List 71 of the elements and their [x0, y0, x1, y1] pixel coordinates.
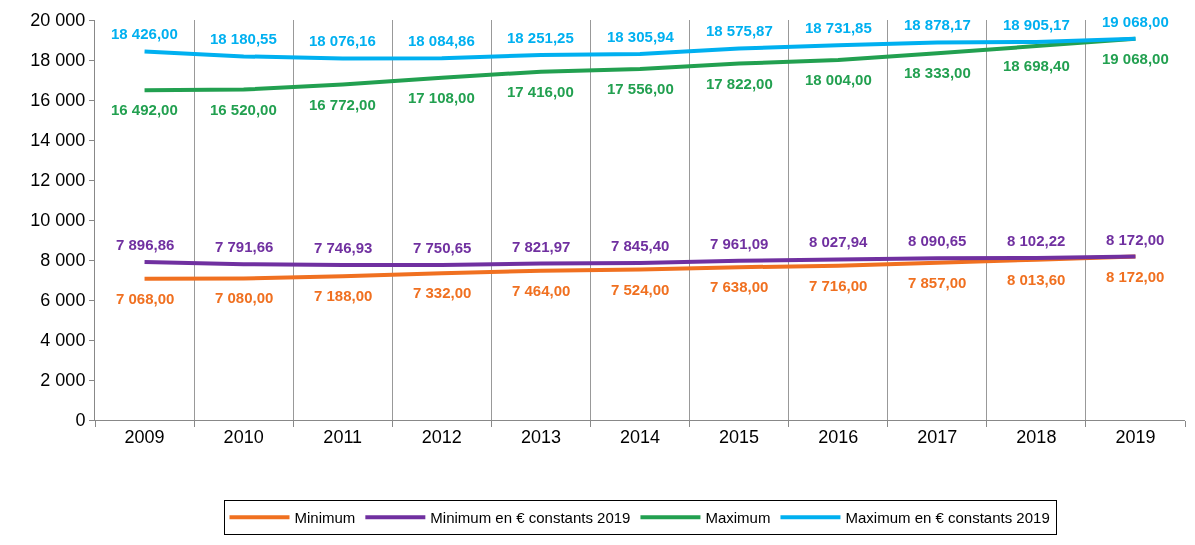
data-label: 8 172,00	[1106, 268, 1165, 285]
data-label: 7 746,93	[314, 239, 373, 256]
data-label: 7 896,86	[116, 236, 175, 253]
y-tick-label: 6 000	[40, 290, 86, 311]
data-label: 7 080,00	[215, 289, 274, 306]
y-tick-label: 20 000	[30, 10, 86, 31]
data-label: 8 013,60	[1007, 271, 1066, 288]
data-label: 7 464,00	[512, 282, 571, 299]
data-label: 7 188,00	[314, 287, 373, 304]
data-label: 18 731,85	[805, 19, 872, 36]
data-label: 8 027,94	[809, 233, 869, 250]
x-tick-label: 2010	[223, 426, 264, 447]
y-tick-label: 10 000	[30, 210, 86, 231]
data-label: 17 822,00	[706, 75, 773, 92]
data-label: 18 076,16	[309, 32, 376, 49]
legend-label: Maximum en € constants 2019	[845, 509, 1050, 527]
data-label: 8 102,22	[1007, 232, 1066, 249]
data-label: 7 638,00	[710, 278, 769, 295]
data-label: 19 068,00	[1102, 50, 1169, 67]
y-tick-label: 2 000	[40, 370, 86, 391]
y-tick-label: 12 000	[30, 170, 86, 191]
data-label: 7 845,40	[611, 237, 670, 254]
data-label: 7 857,00	[908, 274, 967, 291]
y-tick-label: 0	[75, 410, 86, 431]
data-label: 17 108,00	[408, 89, 475, 106]
data-label: 7 791,66	[215, 238, 274, 255]
data-label: 7 716,00	[809, 277, 868, 294]
data-label: 8 090,65	[908, 232, 967, 249]
line-series	[142, 254, 1138, 268]
data-label: 16 492,00	[111, 101, 178, 118]
x-tick-label: 2009	[124, 426, 165, 447]
x-tick-label: 2015	[719, 426, 760, 447]
x-tick-label: 2014	[619, 426, 661, 447]
data-label: 7 821,97	[512, 238, 571, 255]
legend-label: Minimum en € constants 2019	[430, 509, 631, 527]
x-tick-label: 2017	[917, 426, 958, 447]
x-tick-label: 2016	[818, 426, 859, 447]
data-label: 18 905,17	[1003, 16, 1070, 33]
data-label: 18 305,94	[607, 28, 675, 45]
data-label: 7 068,00	[116, 290, 175, 307]
data-label: 18 251,25	[507, 29, 574, 46]
y-tick-label: 14 000	[30, 130, 86, 151]
data-label: 18 333,00	[904, 64, 971, 81]
data-label: 7 332,00	[413, 284, 472, 301]
data-label: 8 172,00	[1106, 231, 1165, 248]
y-tick-label: 18 000	[30, 50, 86, 71]
data-label: 7 524,00	[611, 281, 670, 298]
x-tick-label: 2012	[421, 426, 462, 447]
data-label: 17 556,00	[607, 80, 674, 97]
data-label: 18 180,55	[210, 30, 277, 47]
data-label: 18 426,00	[111, 25, 178, 42]
y-tick-label: 8 000	[40, 250, 86, 271]
x-tick-label: 2018	[1016, 426, 1057, 447]
data-label: 7 750,65	[413, 239, 472, 256]
data-label: 16 520,00	[210, 101, 277, 118]
y-tick-label: 16 000	[30, 90, 86, 111]
data-label: 19 068,00	[1102, 13, 1169, 30]
x-tick-label: 2011	[323, 426, 363, 447]
legend-label: Minimum	[294, 509, 356, 527]
y-tick-label: 4 000	[40, 330, 86, 351]
data-label: 16 772,00	[309, 96, 376, 113]
x-tick-label: 2013	[520, 426, 561, 447]
data-label: 18 004,00	[805, 71, 872, 88]
data-label: 7 961,09	[710, 235, 769, 252]
data-label: 18 084,86	[408, 32, 475, 49]
data-label: 18 575,87	[706, 22, 773, 39]
data-label: 18 878,17	[904, 16, 971, 33]
data-label: 17 416,00	[507, 83, 574, 100]
x-tick-label: 2019	[1115, 426, 1156, 447]
legend-label: Maximum	[705, 509, 771, 527]
data-label: 18 698,40	[1003, 57, 1070, 74]
